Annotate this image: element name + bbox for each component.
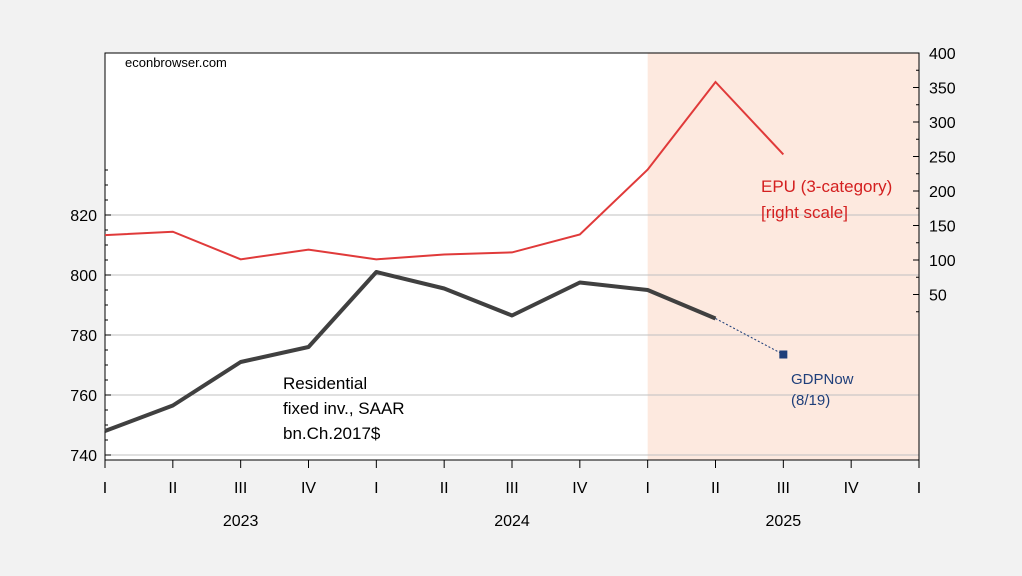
x-tick-label: II bbox=[711, 480, 720, 497]
x-tick-label: III bbox=[777, 480, 790, 497]
x-tick-label: IV bbox=[301, 480, 316, 497]
residential-label: Residential bbox=[283, 374, 367, 393]
gdpnow-label: GDPNow bbox=[791, 371, 854, 388]
source-note: econbrowser.com bbox=[125, 55, 227, 70]
x-tick-label: II bbox=[168, 480, 177, 497]
x-tick-label: I bbox=[103, 480, 107, 497]
gridlines bbox=[105, 214, 919, 456]
gdpnow-dashed-line bbox=[715, 318, 784, 355]
epu-line bbox=[104, 80, 785, 261]
year-label: 2024 bbox=[494, 513, 530, 530]
x-tick-label: III bbox=[234, 480, 247, 497]
residential-investment-line bbox=[104, 270, 717, 433]
x-tick-label: III bbox=[505, 480, 518, 497]
x-tick-label: I bbox=[917, 480, 921, 497]
series-labels: EPU (3-category) [right scale] Residential… bbox=[283, 177, 892, 443]
residential-label: bn.Ch.2017$ bbox=[283, 424, 381, 443]
right-axis: 50 100 150 200 250 300 350 400 bbox=[913, 46, 956, 313]
residential-label: fixed inv., SAAR bbox=[283, 399, 405, 418]
epu-label: EPU (3-category) bbox=[761, 177, 892, 196]
left-tick-label: 760 bbox=[70, 388, 97, 405]
year-label: 2023 bbox=[223, 513, 259, 530]
right-tick-label: 250 bbox=[929, 150, 956, 167]
left-tick-label: 740 bbox=[70, 448, 97, 465]
left-tick-label: 820 bbox=[70, 208, 97, 225]
gdpnow-marker bbox=[779, 350, 788, 359]
right-tick-label: 300 bbox=[929, 115, 956, 132]
series-layer bbox=[104, 80, 788, 433]
right-tick-label: 50 bbox=[929, 288, 947, 305]
right-tick-label: 400 bbox=[929, 46, 956, 63]
right-tick-label: 200 bbox=[929, 184, 956, 201]
x-tick-label: I bbox=[645, 480, 649, 497]
right-tick-label: 100 bbox=[929, 253, 956, 270]
right-tick-label: 350 bbox=[929, 81, 956, 98]
left-tick-label: 800 bbox=[70, 268, 97, 285]
shaded-region bbox=[647, 53, 919, 460]
year-label: 2025 bbox=[766, 513, 802, 530]
left-tick-label: 780 bbox=[70, 328, 97, 345]
gdpnow-label: (8/19) bbox=[791, 392, 830, 409]
x-tick-label: II bbox=[440, 480, 449, 497]
epu-label: [right scale] bbox=[761, 203, 848, 222]
x-tick-label: IV bbox=[572, 480, 587, 497]
x-tick-label: I bbox=[374, 480, 378, 497]
left-axis: 740 760 780 800 820 bbox=[70, 169, 111, 465]
right-tick-label: 150 bbox=[929, 219, 956, 236]
x-tick-label: IV bbox=[844, 480, 859, 497]
